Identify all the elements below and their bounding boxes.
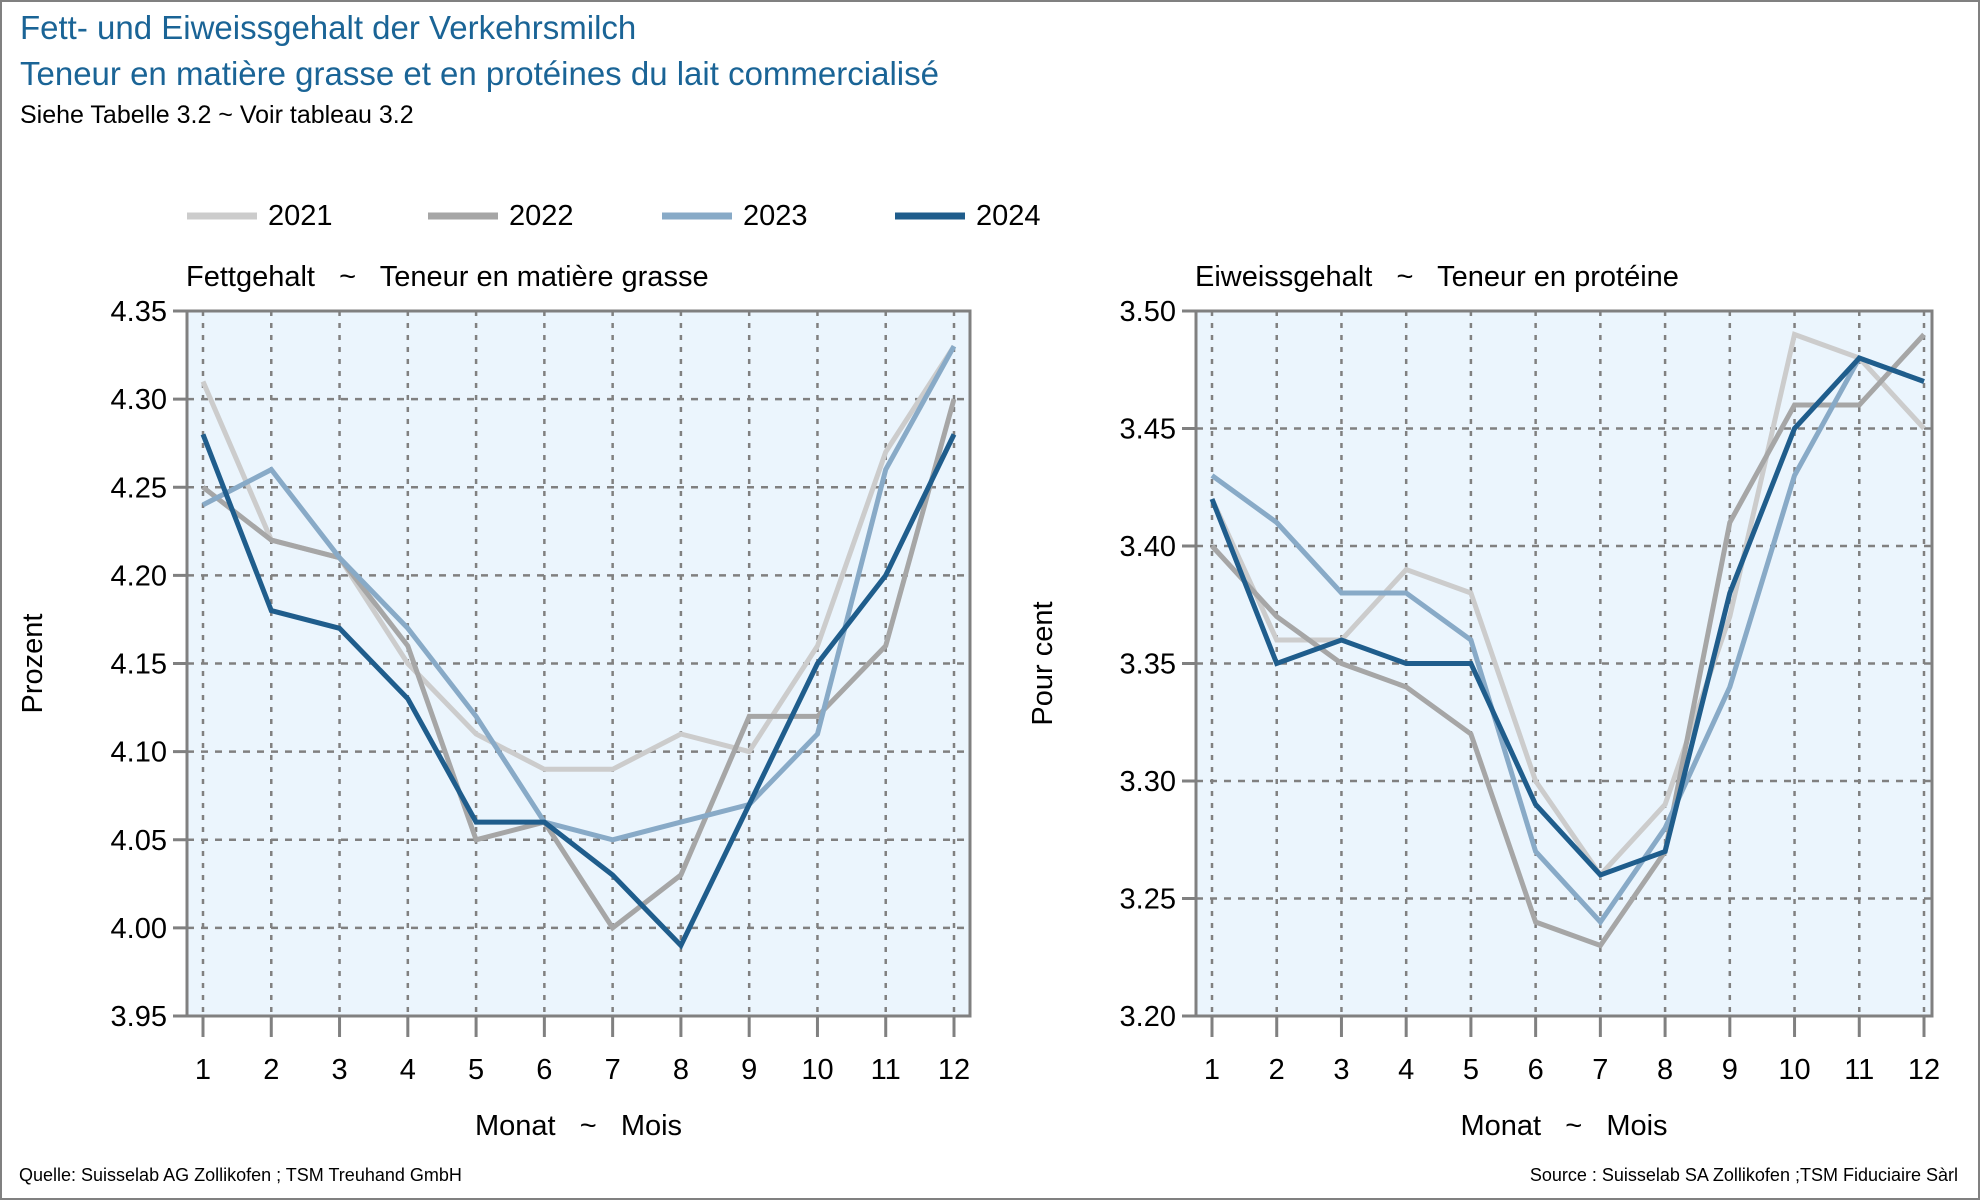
y-tick-label: 4.00 <box>111 913 167 945</box>
x-tick-label: 9 <box>741 1054 757 1086</box>
x-tick-label: 4 <box>400 1054 416 1086</box>
chart-protein-content: 3.203.253.303.353.403.453.501 2 3 4 5 6 7 8 9 10 1… <box>1027 261 1940 1142</box>
panel-title: Fettgehalt ~ Teneur en matière grasse <box>186 261 709 293</box>
legend-item-2023: 2023 <box>662 200 808 232</box>
y-axis-title: Pour cent <box>1027 601 1059 725</box>
y-tick-label: 4.30 <box>111 384 167 416</box>
x-tick-label: 6 <box>536 1054 552 1086</box>
series-line-2024 <box>1209 355 1925 878</box>
legend-label: 2022 <box>509 200 574 232</box>
figure-title-fr: Teneur en matière grasse et en protéines… <box>20 55 939 92</box>
x-tick-label: 4 <box>1398 1054 1414 1086</box>
x-tick-label: 7 <box>1592 1054 1608 1086</box>
series-line-2021 <box>1209 331 1926 880</box>
y-tick-label: 4.20 <box>111 560 167 592</box>
x-tick-label: 8 <box>673 1054 689 1086</box>
y-tick-label: 4.25 <box>111 472 167 504</box>
y-tick-label: 4.05 <box>111 825 167 857</box>
legend-item-2022: 2022 <box>428 200 574 232</box>
y-tick-label: 3.20 <box>1120 1001 1176 1033</box>
x-tick-label: 11 <box>1844 1054 1874 1086</box>
legend-item-2021: 2021 <box>187 200 333 232</box>
y-tick-label: 3.25 <box>1120 884 1176 916</box>
y-tick-label: 3.45 <box>1120 414 1176 446</box>
x-tick-label: 3 <box>331 1054 347 1086</box>
x-tick-label: 1 <box>195 1054 211 1086</box>
legend-item-2024: 2024 <box>895 200 1041 232</box>
x-tick-label: 2 <box>1269 1054 1285 1086</box>
series-line-2022 <box>201 398 957 932</box>
series-line-2023 <box>201 344 957 843</box>
y-tick-label: 3.95 <box>111 1001 167 1033</box>
x-tick-label: 12 <box>938 1054 970 1086</box>
panel-title: Eiweissgehalt ~ Teneur en protéine <box>1195 261 1679 293</box>
series-line-2022 <box>1210 332 1926 949</box>
x-tick-label: 5 <box>468 1054 484 1086</box>
y-tick-label: 4.35 <box>111 296 167 328</box>
y-tick-label: 4.15 <box>111 649 167 681</box>
series-line-2023 <box>1210 354 1925 927</box>
legend-label: 2023 <box>743 200 808 232</box>
x-tick-label: 10 <box>1778 1054 1810 1086</box>
x-tick-label: 11 <box>871 1054 901 1086</box>
x-tick-label: 9 <box>1722 1054 1738 1086</box>
x-tick-label: 3 <box>1333 1054 1349 1086</box>
figure-subtitle: Siehe Tabelle 3.2 ~ Voir tableau 3.2 <box>20 101 414 129</box>
x-tick-label: 6 <box>1528 1054 1544 1086</box>
y-tick-label: 3.35 <box>1120 649 1176 681</box>
series-line-2024 <box>200 433 957 950</box>
x-tick-label: 8 <box>1657 1054 1673 1086</box>
x-axis-title: Monat ~ Mois <box>475 1110 682 1142</box>
y-tick-label: 3.50 <box>1120 296 1176 328</box>
x-tick-label: 7 <box>605 1054 621 1086</box>
legend-label: 2024 <box>976 200 1041 232</box>
legend-label: 2021 <box>268 200 333 232</box>
x-tick-label: 10 <box>801 1054 833 1086</box>
x-tick-label: 5 <box>1463 1054 1479 1086</box>
chart-fat-content: 3.954.004.054.104.154.204.254.304.351 2 3 4… <box>17 261 972 1142</box>
x-axis-title: Monat ~ Mois <box>1460 1110 1667 1142</box>
figure-title-de: Fett- und Eiweissgehalt der Verkehrsmilc… <box>20 9 637 46</box>
x-tick-label: 1 <box>1204 1054 1220 1086</box>
y-tick-label: 4.10 <box>111 737 167 769</box>
x-tick-label: 2 <box>263 1054 279 1086</box>
source-note-de: Quelle: Suisselab AG Zollikofen ; TSM Tr… <box>19 1165 462 1185</box>
y-tick-label: 3.30 <box>1120 766 1176 798</box>
source-note-fr: Source : Suisselab SA Zollikofen ;TSM Fi… <box>1529 1165 1958 1185</box>
x-tick-label: 12 <box>1908 1054 1940 1086</box>
legend: 2021 2022 2023 2024 <box>187 200 1041 232</box>
y-tick-label: 3.40 <box>1120 531 1176 563</box>
y-axis-title: Prozent <box>17 614 49 714</box>
